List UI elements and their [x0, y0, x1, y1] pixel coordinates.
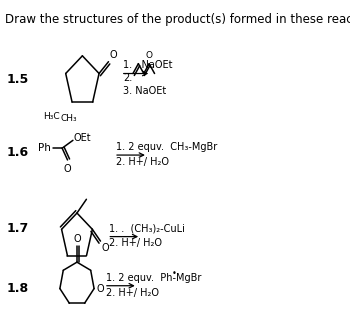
Text: 2. H+/ H₂O: 2. H+/ H₂O — [106, 288, 159, 298]
Text: 2.: 2. — [123, 74, 132, 83]
Text: O: O — [102, 243, 110, 253]
Text: 1.   NaOEt: 1. NaOEt — [123, 60, 172, 70]
Text: CH₃: CH₃ — [61, 114, 77, 123]
Text: Ph: Ph — [38, 143, 51, 153]
Text: 1.6: 1.6 — [6, 146, 28, 158]
Text: OEt: OEt — [74, 133, 91, 143]
Text: 1. 2 equv.  CH₃-MgBr: 1. 2 equv. CH₃-MgBr — [116, 142, 217, 152]
Text: 1. .  (CH₃)₂-CuLi: 1. . (CH₃)₂-CuLi — [109, 224, 185, 234]
Text: 1. 2 equv.  Ph-MgBr: 1. 2 equv. Ph-MgBr — [106, 273, 201, 283]
Text: 1.8: 1.8 — [6, 282, 28, 295]
Text: 2. H+/ H₂O: 2. H+/ H₂O — [109, 238, 162, 249]
Text: 1.5: 1.5 — [6, 73, 28, 86]
Text: H₃C: H₃C — [43, 112, 60, 121]
Text: O: O — [64, 164, 71, 174]
Text: O: O — [96, 284, 104, 294]
Text: O: O — [146, 51, 153, 60]
Text: 2. H+/ H₂O: 2. H+/ H₂O — [116, 157, 169, 167]
Text: O: O — [110, 50, 118, 60]
Text: Draw the structures of the product(s) formed in these reactions: Draw the structures of the product(s) fo… — [6, 13, 350, 26]
Text: 1.7: 1.7 — [6, 222, 28, 235]
Text: O: O — [74, 235, 82, 244]
Text: •: • — [172, 269, 176, 278]
Text: 3. NaOEt: 3. NaOEt — [123, 86, 166, 96]
